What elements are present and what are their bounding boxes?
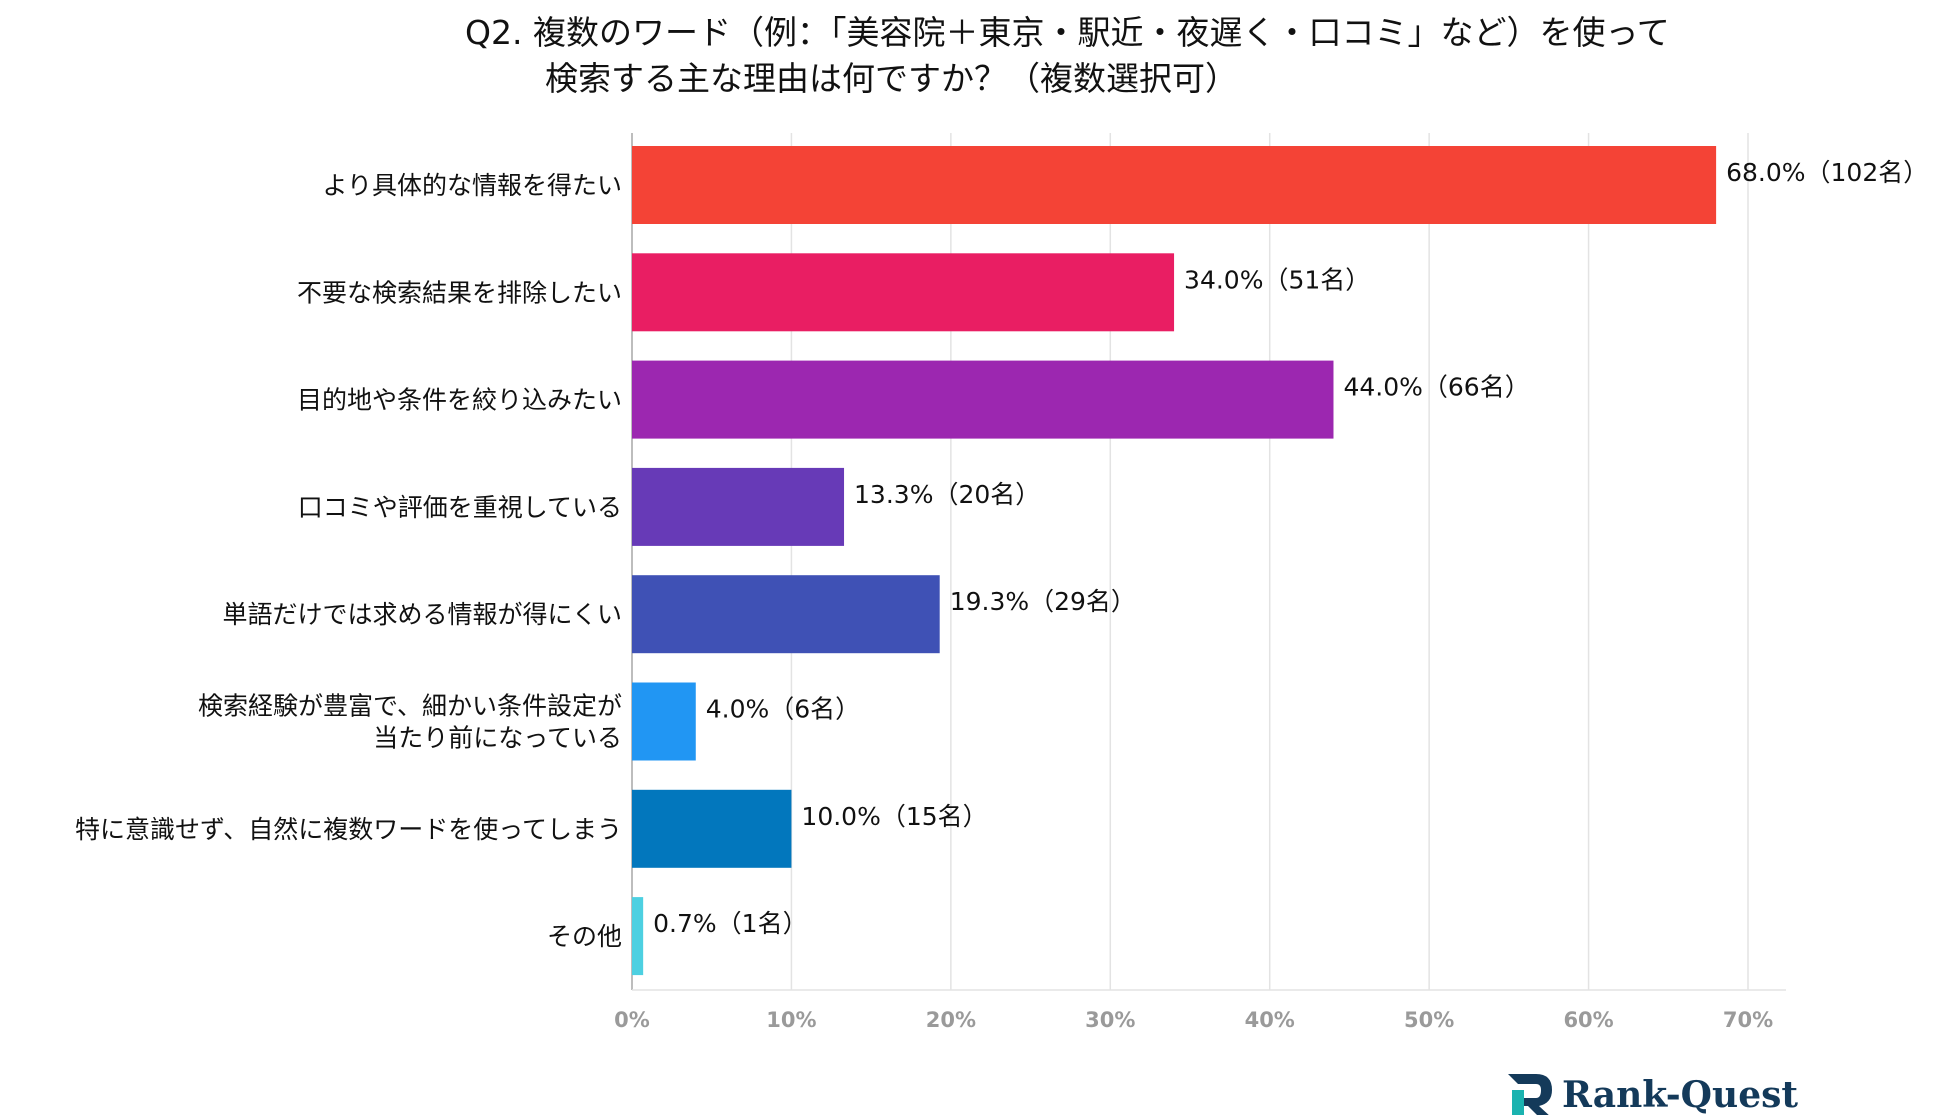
data-labels: 68.0%（102名） 34.0%（51名） 44.0%（66名） 13.3%（20名… [653,158,1928,938]
x-tick-label: 20% [926,1008,976,1032]
data-label: 0.7%（1名） [653,909,807,938]
x-tick-label: 0% [614,1008,650,1032]
category-label: その他 [547,922,622,951]
category-label: 口コミや評価を重視している [298,493,622,522]
chart-title-line: 検索する主な理由は何ですか？（複数選択可） [545,59,1238,98]
category-label: 目的地や条件を絞り込みたい [297,386,622,415]
chart-title-line: Q2. 複数のワード（例：「美容院＋東京・駅近・夜遅く・口コミ」など）を使って [465,13,1670,52]
category-label: 特に意識せず、自然に複数ワードを使ってしまう [75,815,622,844]
brand-name: Rank-Quest [1562,1074,1798,1115]
data-label: 34.0%（51名） [1184,265,1370,294]
x-tick-label: 70% [1723,1008,1773,1032]
data-label: 4.0%（6名） [706,695,860,724]
x-tick-label: 50% [1404,1008,1454,1032]
bar [632,897,644,976]
rank-quest-logo-icon [1508,1074,1552,1115]
bars [632,146,1717,976]
category-label: 単語だけでは求める情報が得にくい [222,600,622,629]
category-label: より具体的な情報を得たい [322,171,622,200]
bar [632,360,1334,439]
bar [632,253,1175,332]
bar [632,575,940,654]
data-label: 19.3%（29名） [950,587,1136,616]
data-label: 13.3%（20名） [854,480,1040,509]
x-axis-ticks: 0% 10% 20% 30% 40% 50% 60% 70% [614,1008,1773,1032]
category-labels: より具体的な情報を得たい不要な検索結果を排除したい目的地や条件を絞り込みたい口コ… [75,171,622,951]
data-label: 68.0%（102名） [1726,158,1928,187]
bar [632,146,1717,224]
category-label: 当たり前になっている [373,724,622,753]
bar [632,789,792,868]
category-label: 不要な検索結果を排除したい [297,278,622,307]
brand-logo: Rank-Quest [1508,1074,1798,1115]
chart-title: Q2. 複数のワード（例：「美容院＋東京・駅近・夜遅く・口コミ」など）を使って検… [465,13,1670,98]
bar [632,682,696,761]
data-label: 44.0%（66名） [1343,373,1529,402]
x-tick-label: 30% [1085,1008,1135,1032]
category-label: 検索経験が豊富で、細かい条件設定が [198,692,622,721]
x-tick-label: 60% [1563,1008,1613,1032]
bar [632,467,845,546]
x-tick-label: 40% [1245,1008,1295,1032]
x-tick-label: 10% [766,1008,816,1032]
data-label: 10.0%（15名） [801,802,987,831]
